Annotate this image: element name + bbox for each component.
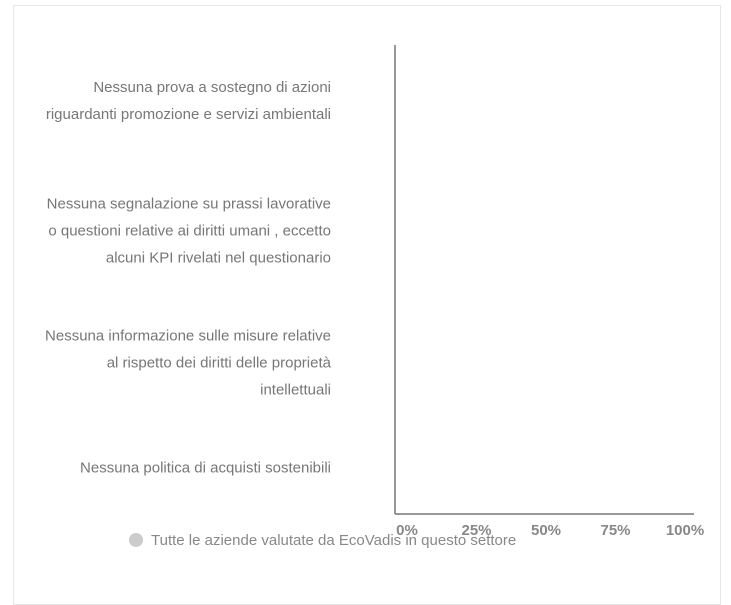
page: {"chart_data": {"type": "hbar", "categor… <box>13 5 721 605</box>
category-label: Nessuna politica di acquisti sostenibili <box>80 459 331 477</box>
legend-label: Tutte le aziende valutate da EcoVadis in… <box>151 532 516 549</box>
legend-swatch <box>129 533 143 547</box>
category-label: Nessuna prova a sostegno di azioni rigua… <box>45 79 331 123</box>
category-label: Nessuna segnalazione su prassi lavorativ… <box>46 195 331 267</box>
chart: 0% 25% 50% 75% 100% Tutte le aziende valutate… <box>129 45 704 549</box>
x-tick-label: 0% <box>396 522 418 539</box>
category-label: Nessuna informazione sulle misure relati… <box>45 327 331 399</box>
x-tick-label: 25% <box>461 522 491 539</box>
x-tick-label: 50% <box>531 522 561 539</box>
x-tick-label: 75% <box>600 522 630 539</box>
x-tick-label: 100% <box>666 522 704 539</box>
